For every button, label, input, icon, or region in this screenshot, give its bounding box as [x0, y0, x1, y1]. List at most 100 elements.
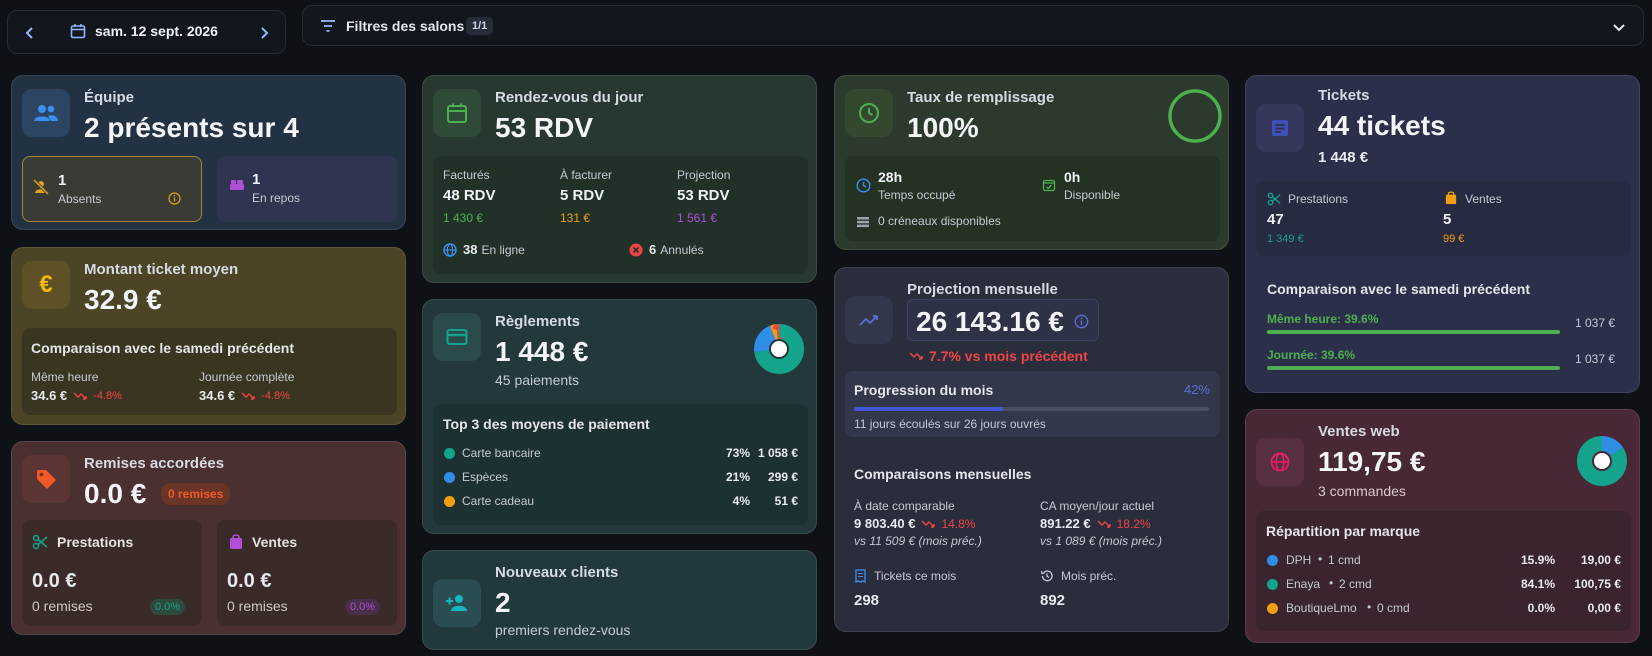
- discount-services-tile[interactable]: Prestations 0.0 € 0 remises 0.0%: [22, 520, 202, 626]
- brand-pct: 15.9%: [1520, 553, 1555, 567]
- brand-pct: 0.0%: [1527, 601, 1555, 615]
- discount-sales-tile[interactable]: Ventes 0.0 € 0 remises 0.0%: [217, 520, 397, 626]
- average-ticket-title: Montant ticket moyen: [84, 261, 239, 278]
- same-hour-bar: [1267, 330, 1560, 334]
- filter-label: Filtres des salons: [346, 18, 465, 34]
- payments-card: Règlements 1 448 € 45 paiements Top 3 de…: [422, 299, 817, 534]
- avg-daily-delta: 18.2%: [1116, 516, 1151, 531]
- person-off-icon: [33, 179, 49, 195]
- cancelled-count: 6: [649, 242, 657, 257]
- to-bill-amount: 131 €: [560, 211, 591, 225]
- method-color-dot: [444, 472, 455, 483]
- brand-separator: •: [1367, 600, 1372, 614]
- chevron-down-icon[interactable]: [1610, 18, 1628, 36]
- brand-row: DPH • 1 cmd 15.9% 19,00 €: [1266, 552, 1621, 570]
- bag-icon: [1445, 191, 1457, 204]
- progress-sub: 11 jours écoulés sur 26 jours ouvrés: [854, 417, 1046, 431]
- brand-color-dot: [1267, 603, 1278, 614]
- online-row: 38 En ligne: [443, 242, 525, 257]
- absents-count: 1: [58, 172, 67, 189]
- brand-pct: 84.1%: [1520, 577, 1555, 591]
- full-day-label: Journée complète: [199, 370, 295, 384]
- monthly-tickets-value: 298: [854, 592, 880, 609]
- method-pct: 73%: [725, 446, 750, 460]
- globe-icon: [1270, 452, 1290, 472]
- discounts-count-badge: 0 remises: [161, 483, 231, 505]
- projection-value: 26 143.16 €: [916, 306, 1064, 337]
- receipt-icon-box: [1256, 104, 1304, 152]
- discount-sales-count: 0 remises: [227, 598, 288, 614]
- occupancy-card: Taux de remplissage 100% 28h Temps occup…: [834, 75, 1229, 250]
- same-hour-value-row: 34.6 € -4.8%: [31, 388, 122, 403]
- occupancy-title: Taux de remplissage: [907, 89, 1055, 106]
- monthly-projection-card: Projection mensuelle 26 143.16 € 7.7% vs…: [834, 267, 1229, 632]
- same-hour-value: 34.6 €: [31, 388, 68, 403]
- card-icon-box: [433, 313, 481, 361]
- comparison-title: Comparaison avec le samedi précédent: [31, 340, 294, 356]
- monthly-tickets-row: Tickets ce mois: [854, 569, 956, 583]
- method-row: Carte cadeau 4% 51 €: [443, 493, 798, 511]
- repos-tile[interactable]: 1 En repos: [217, 156, 397, 222]
- chevron-right-icon: [261, 27, 269, 39]
- previous-month-row: Mois préc.: [1040, 569, 1116, 583]
- absents-tile[interactable]: 1 Absents: [22, 156, 202, 222]
- to-date-row: 9 803.40 € 14.8%: [854, 516, 975, 531]
- brand-amount: 19,00 €: [1580, 553, 1621, 567]
- tickets-count: 44 tickets: [1318, 110, 1446, 141]
- web-sales-total: 119,75 €: [1318, 446, 1426, 477]
- discounts-total: 0.0 €: [84, 478, 147, 509]
- method-color-dot: [444, 448, 455, 459]
- globe-icon: [443, 242, 457, 257]
- brand-orders: 1 cmd: [1328, 553, 1361, 567]
- full-day-bar: [1267, 366, 1560, 370]
- month-progress: Progression du mois 42% 11 jours écoulés…: [845, 371, 1220, 437]
- euro-icon: €: [39, 271, 53, 298]
- discount-sales-pct: 0.0%: [345, 599, 381, 615]
- projection-delta-row: 7.7% vs mois précédent: [909, 348, 1088, 364]
- occupied-time: 28h: [878, 169, 903, 185]
- progress-fill: [854, 407, 1004, 411]
- top-payment-methods: Top 3 des moyens de paiement Carte banca…: [433, 404, 808, 525]
- brand-amount: 0,00 €: [1587, 601, 1621, 615]
- payments-count: 45 paiements: [495, 372, 580, 388]
- method-name: Espèces: [462, 470, 509, 484]
- info-icon[interactable]: [1074, 314, 1089, 329]
- tickets-comparison-title: Comparaison avec le samedi précédent: [1267, 281, 1530, 297]
- brand-name: Enaya: [1286, 577, 1321, 591]
- projection-value-box[interactable]: [907, 299, 1099, 341]
- method-amount: 299 €: [767, 470, 798, 484]
- method-pct: 21%: [725, 470, 750, 484]
- brand-row: Enaya • 2 cmd 84.1% 100,75 €: [1266, 576, 1621, 594]
- salon-filter-bar[interactable]: Filtres des salons 1/1: [302, 5, 1644, 46]
- same-hour-comparison-value: 1 037 €: [1575, 316, 1616, 330]
- projection-label: Projection: [677, 168, 731, 182]
- discount-sales-value: 0.0 €: [227, 570, 272, 592]
- info-icon[interactable]: [168, 192, 181, 205]
- donut-slice: [754, 324, 804, 374]
- brand-amount: 100,75 €: [1574, 577, 1621, 591]
- method-amount: 1 058 €: [757, 446, 798, 460]
- filter-icon: [321, 20, 335, 32]
- bag-icon: [230, 534, 242, 549]
- team-present-count: 2 présents sur 4: [84, 112, 299, 143]
- date-display[interactable]: sam. 12 sept. 2026: [70, 23, 218, 39]
- team-card: Équipe 2 présents sur 4 1 Absents 1 En r…: [11, 75, 406, 230]
- trending-down-icon: [909, 352, 923, 360]
- brand-separator: •: [1318, 552, 1323, 566]
- tag-icon: [37, 470, 56, 489]
- to-date-label: À date comparable: [854, 499, 955, 513]
- discounts-card: Remises accordées 0.0 € 0 remises Presta…: [11, 441, 406, 635]
- prev-day-button[interactable]: [20, 23, 40, 43]
- brand-orders: 2 cmd: [1339, 577, 1372, 591]
- next-day-button[interactable]: [254, 23, 274, 43]
- tickets-title: Tickets: [1318, 87, 1370, 104]
- appointments-total: 53 RDV: [495, 112, 594, 143]
- discount-services-value: 0.0 €: [32, 570, 77, 592]
- to-date-value: 9 803.40 €: [854, 516, 916, 531]
- calendar-icon-box: [433, 89, 481, 137]
- new-clients-sub: premiers rendez-vous: [495, 622, 631, 638]
- payments-donut-chart: [754, 324, 804, 374]
- full-day-value-row: 34.6 € -4.8%: [199, 388, 290, 403]
- current-date: sam. 12 sept. 2026: [95, 23, 218, 39]
- tickets-services-label: Prestations: [1288, 192, 1349, 206]
